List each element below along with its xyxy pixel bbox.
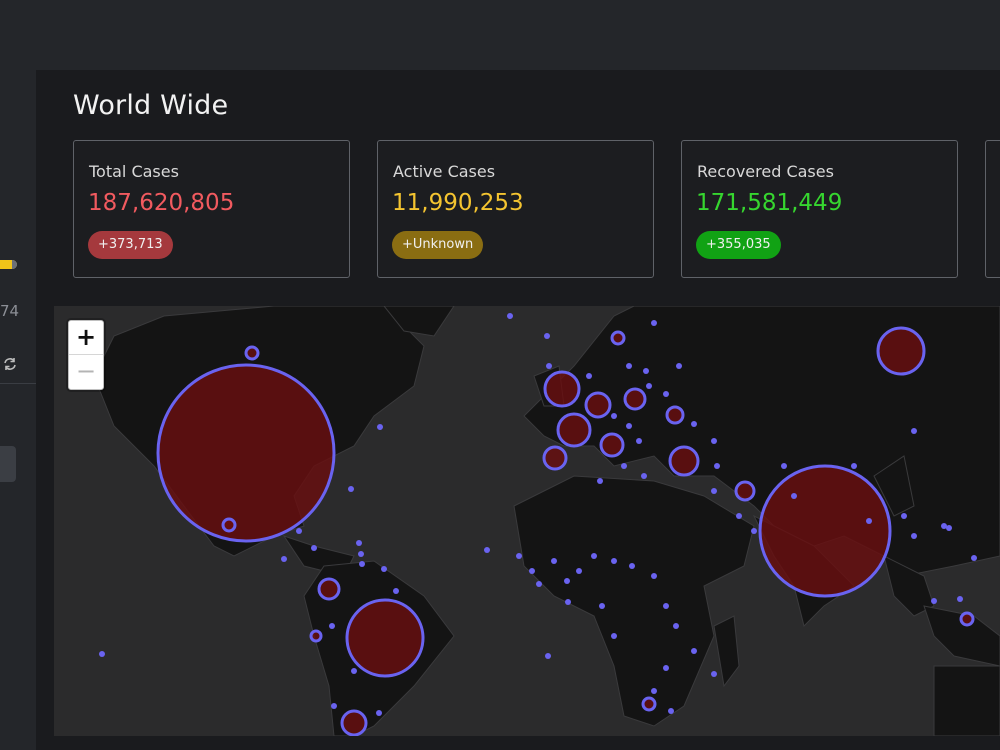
bubble-spain — [556, 412, 592, 448]
bubble-india — [758, 464, 892, 598]
sidebar: 74 — [0, 70, 36, 750]
map-dots — [99, 313, 977, 716]
bubble-turkey — [668, 445, 700, 477]
bubble-ukraine — [665, 405, 685, 425]
card-label: Recovered Cases — [697, 162, 834, 181]
bubble-russia — [876, 326, 926, 376]
bubble-poland — [623, 387, 647, 411]
bubble-uk — [543, 370, 581, 408]
zoom-out-button[interactable]: − — [75, 357, 97, 385]
bubble-portugal — [542, 445, 568, 471]
sidebar-divider — [0, 383, 36, 384]
bubble-canada — [244, 345, 260, 361]
card-label: Active Cases — [393, 162, 496, 181]
card-recovered-cases[interactable]: Recovered Cases 171,581,449 +355,035 — [681, 140, 958, 278]
card-partial[interactable] — [985, 140, 1000, 278]
page-title: World Wide — [73, 90, 229, 121]
zoom-control: + − — [68, 320, 104, 390]
card-value: 187,620,805 — [88, 190, 235, 216]
refresh-icon[interactable] — [2, 356, 18, 372]
main-panel: World Wide Total Cases 187,620,805 +373,… — [36, 70, 1000, 750]
card-badge: +373,713 — [88, 231, 173, 259]
card-total-cases[interactable]: Total Cases 187,620,805 +373,713 — [73, 140, 350, 278]
card-value: 11,990,253 — [392, 190, 524, 216]
bubble-brazil — [345, 598, 425, 678]
bubble-usa — [156, 363, 336, 543]
sidebar-button[interactable] — [0, 446, 16, 482]
bubble-argentina — [340, 709, 368, 736]
top-bar — [0, 0, 1000, 70]
bubble-iran — [734, 480, 756, 502]
bubble-norway — [610, 330, 626, 346]
card-active-cases[interactable]: Active Cases 11,990,253 +Unknown — [377, 140, 654, 278]
zoom-in-button[interactable]: + — [69, 321, 103, 355]
world-map[interactable]: + − — [54, 306, 1000, 736]
bubble-italy — [599, 432, 625, 458]
sidebar-number: 74 — [0, 302, 20, 320]
bubble-indonesia — [959, 611, 975, 627]
bubble-south-africa — [641, 696, 657, 712]
card-value: 171,581,449 — [696, 190, 843, 216]
sidebar-progress-bar — [0, 260, 17, 269]
bubble-mexico — [221, 517, 237, 533]
map-canvas — [54, 306, 1000, 736]
bubble-colombia — [317, 577, 341, 601]
bubble-peru — [309, 629, 323, 643]
bubble-germany — [584, 391, 612, 419]
card-badge: +Unknown — [392, 231, 484, 259]
card-badge: +355,035 — [696, 231, 781, 259]
card-label: Total Cases — [89, 162, 179, 181]
